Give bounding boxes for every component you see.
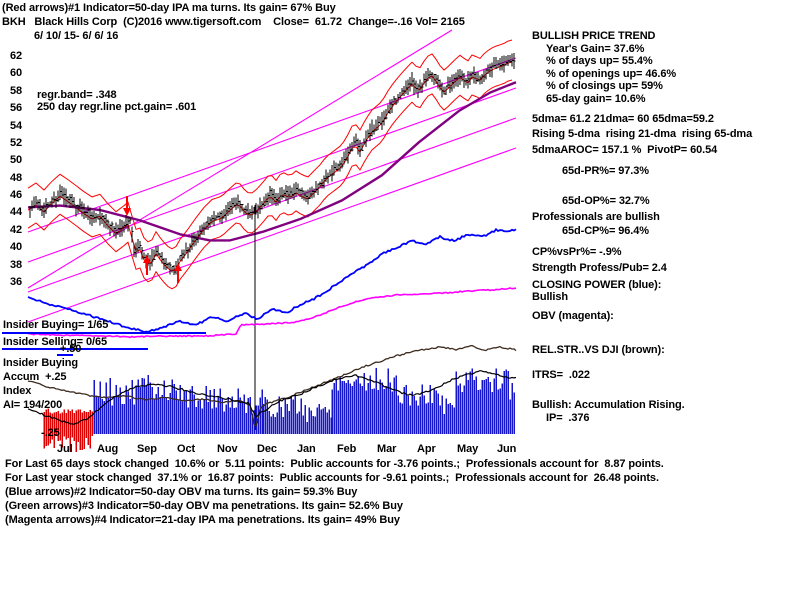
panel-line: Bullish xyxy=(532,291,568,303)
panel-line: 5dma= 61.2 21dma= 60 65dma=59.2 xyxy=(532,113,714,125)
minus-25-label: -.25 xyxy=(41,427,60,439)
y-axis-label: 56 xyxy=(9,102,22,114)
x-axis-label: Sep xyxy=(137,443,157,455)
y-axis-label: 62 xyxy=(9,50,22,62)
panel-line: 5dmaAROC= 157.1 % PivotP= 60.54 xyxy=(532,144,718,156)
accum-label-2: Accum +.25 xyxy=(3,371,67,383)
y-axis-label: 58 xyxy=(9,85,22,97)
x-axis-label: Nov xyxy=(217,443,238,455)
ai-signal-line xyxy=(27,369,517,425)
ma65-line xyxy=(27,81,517,242)
panel-line: Bullish: Accumulation Rising. xyxy=(532,399,685,411)
y-axis-label: 50 xyxy=(9,154,22,166)
panel-line: 65d-PR%= 97.3% xyxy=(562,164,649,177)
footer-line: For Last 65 days stock changed 10.6% or … xyxy=(5,458,664,470)
ai-histogram xyxy=(43,368,515,452)
x-axis-label: Jun xyxy=(497,443,517,455)
footer-line: (Green arrows)#3 Indicator=50-day OBV ma… xyxy=(5,500,403,512)
plus-50-label: +.50 xyxy=(60,343,82,355)
ticker-title: BKH Black Hills Corp (C)2016 www.tigerso… xyxy=(2,16,465,28)
x-axis-label: Oct xyxy=(177,443,196,455)
closing-power-line xyxy=(27,227,517,334)
accum-label-4: AI= 194/200 xyxy=(3,399,63,411)
footer-line: (Magenta arrows)#4 Indicator=21-day IPA … xyxy=(5,514,400,526)
y-axis-label: 44 xyxy=(9,206,22,218)
panel-line: Year's Gain= 37.6% xyxy=(546,42,645,55)
panel-line: 65d-CP%= 96.4% xyxy=(562,225,649,237)
insider-buying-label: Insider Buying= 1/65 xyxy=(3,319,109,331)
x-axis-label: Mar xyxy=(377,443,397,455)
panel-line: Strength Profess/Pub= 2.4 xyxy=(532,262,667,274)
footer-line: (Blue arrows)#2 Indicator=50-day OBV ma … xyxy=(5,486,358,498)
insider-underlines xyxy=(2,332,206,356)
obv-line xyxy=(27,287,517,339)
panel-line: CP%vsPr%= -.9% xyxy=(532,245,622,258)
x-axis-label: Jan xyxy=(297,443,316,455)
y-axis-label: 40 xyxy=(9,241,22,253)
trading-bands xyxy=(27,39,513,290)
x-axis-label: Jul xyxy=(57,443,73,455)
y-axis-label: 42 xyxy=(9,224,22,236)
y-axis-label: 38 xyxy=(9,259,22,271)
accum-label-1: Insider Buying xyxy=(3,357,78,369)
x-axis-label: May xyxy=(457,443,479,455)
accum-label-3: Index xyxy=(3,385,32,397)
footer-line: For Last year stock changed 37.1% or 16.… xyxy=(5,472,659,484)
panel-line: % of openings up= 46.6% xyxy=(546,67,677,80)
regr-band-label: regr.band= .348 xyxy=(37,89,117,101)
y-axis-label: 46 xyxy=(9,189,22,201)
panel-line: 65d-OP%= 32.7% xyxy=(562,195,650,207)
panel-line: % of days up= 55.4% xyxy=(546,55,653,67)
y-axis-label: 54 xyxy=(9,120,22,132)
y-axis: 62 60 58 56 54 52 50 48 46 44 42 40 38 36 xyxy=(4,0,22,456)
date-range: 6/ 10/ 15- 6/ 6/ 16 xyxy=(34,30,119,42)
price-bars xyxy=(29,53,516,276)
footer-notes: For Last 65 days stock changed 10.6% or … xyxy=(5,457,797,527)
panel-line: Rising 5-dma rising 21-dma rising 65-dma xyxy=(532,127,753,140)
indicator1-caption: (Red arrows)#1 Indicator=50-day IPA ma t… xyxy=(2,2,336,14)
panel-line: BULLISH PRICE TREND xyxy=(532,30,656,42)
regr-line-label: 250 day regr.line pct.gain= .601 xyxy=(37,101,197,113)
x-axis-label: Dec xyxy=(257,443,277,455)
y-axis-label: 60 xyxy=(9,67,22,79)
rel-str-line xyxy=(27,344,517,427)
regression-lines xyxy=(27,29,517,323)
insider-selling-label: Insider Selling= 0/65 xyxy=(3,336,107,348)
x-axis: Jul Aug Sep Oct Nov Dec Jan Feb Mar Apr May Jun xyxy=(0,444,530,456)
x-axis-label: Feb xyxy=(337,443,357,455)
panel-line: 65-day gain= 10.6% xyxy=(546,92,646,105)
x-axis-label: Aug xyxy=(97,443,119,455)
y-axis-label: 36 xyxy=(9,276,22,288)
panel-line: REL.STR..VS DJI (brown): xyxy=(532,344,665,356)
x-axis-label: Apr xyxy=(417,443,436,455)
panel-line: CLOSING POWER (blue): xyxy=(532,278,662,291)
stats-panel: BULLISH PRICE TREND Year's Gain= 37.6%% o… xyxy=(532,30,800,424)
y-axis-label: 48 xyxy=(9,172,22,184)
panel-line: ITRS= .022 xyxy=(532,368,590,381)
y-axis-label: 52 xyxy=(9,137,22,149)
panel-line: IP= .376 xyxy=(546,411,590,424)
panel-line: % of closings up= 59% xyxy=(546,80,663,92)
signal-arrows xyxy=(123,196,182,283)
panel-line: OBV (magenta): xyxy=(532,309,614,322)
panel-line: Professionals are bullish xyxy=(532,210,660,223)
stock-chart-canvas xyxy=(2,29,517,452)
